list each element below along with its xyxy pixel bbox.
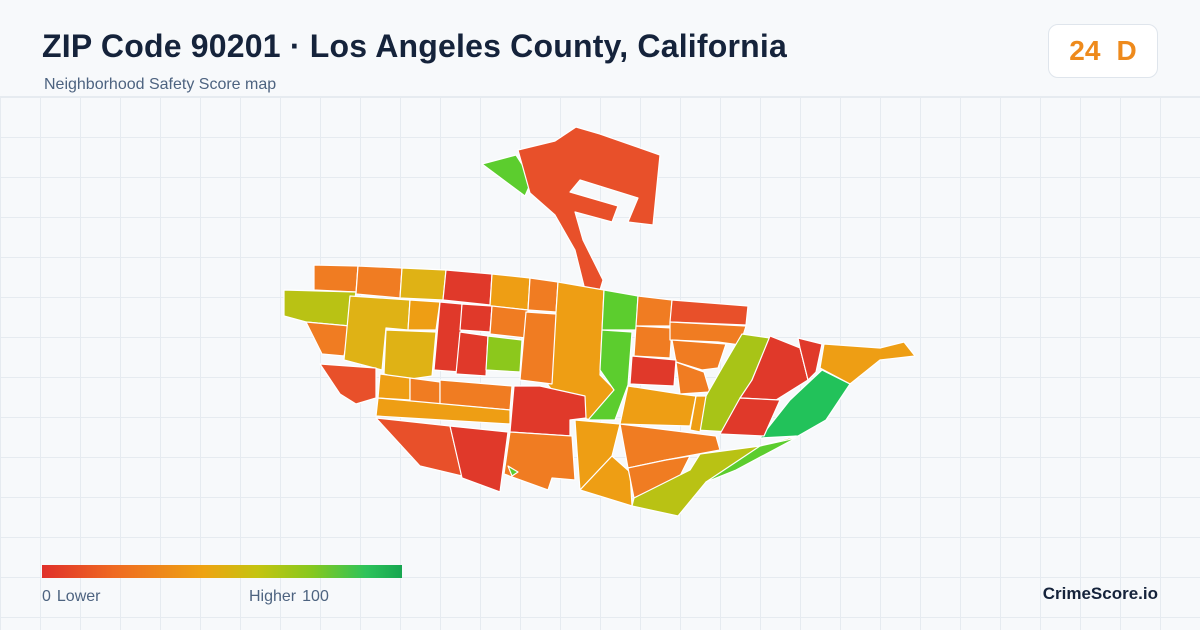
- region-amber-right-2[interactable]: [689, 395, 707, 433]
- region-red-east-1[interactable]: [629, 355, 677, 387]
- region-amber-small[interactable]: [407, 299, 441, 331]
- map-legend: 0 Lower Higher 100: [42, 565, 402, 610]
- region-top-red-2[interactable]: [669, 299, 749, 326]
- region-red-center[interactable]: [509, 385, 587, 437]
- region-top-orange-2[interactable]: [527, 277, 559, 313]
- region-lime-strip-top[interactable]: [601, 289, 639, 331]
- legend-max-label: Higher: [249, 588, 297, 605]
- page-subtitle: Neighborhood Safety Score map: [44, 76, 277, 93]
- region-amber-mid-1[interactable]: [377, 373, 411, 401]
- score-grade: D: [1116, 35, 1137, 66]
- region-nw-orange[interactable]: [313, 264, 359, 293]
- region-orange-east-2[interactable]: [669, 321, 747, 346]
- region-red-east-3[interactable]: [797, 337, 823, 381]
- region-lime-south-strip[interactable]: [705, 437, 797, 483]
- region-orange-mid-1[interactable]: [409, 377, 441, 405]
- region-amber-east-tail[interactable]: [819, 341, 916, 385]
- region-red-south[interactable]: [449, 425, 509, 493]
- region-top-red-1[interactable]: [442, 269, 493, 306]
- header-bar: ZIP Code 90201 · Los Angeles County, Cal…: [0, 0, 1200, 97]
- brand-logo-text[interactable]: CrimeScore.io: [1042, 584, 1158, 603]
- region-green-east[interactable]: [759, 369, 851, 439]
- region-red-block-2[interactable]: [455, 331, 489, 377]
- region-orange-west[interactable]: [305, 321, 351, 357]
- region-orange-south-3[interactable]: [627, 455, 691, 499]
- region-lime-south-tiny[interactable]: [507, 465, 519, 477]
- region-nw-olive[interactable]: [283, 289, 357, 327]
- region-amber-mid-2[interactable]: [375, 397, 511, 425]
- region-lime-strip-bottom[interactable]: [587, 329, 633, 421]
- legend-gradient-bar: [42, 565, 402, 578]
- region-red-sw[interactable]: [375, 417, 463, 477]
- region-orange-east-1[interactable]: [633, 325, 673, 359]
- legend-min-label: Lower: [56, 588, 101, 605]
- region-orange-south-1[interactable]: [503, 431, 576, 491]
- score-value: 24: [1069, 35, 1101, 66]
- region-north-main[interactable]: [517, 126, 661, 291]
- region-orange-south-2[interactable]: [619, 423, 721, 469]
- page-title: ZIP Code 90201 · Los Angeles County, Cal…: [42, 28, 787, 64]
- region-lime-block[interactable]: [485, 335, 523, 373]
- legend-min-value: 0: [42, 588, 51, 605]
- safety-score-badge: 24 D: [1048, 24, 1158, 78]
- region-orange-east-3[interactable]: [671, 339, 727, 371]
- region-red-east-4[interactable]: [719, 397, 781, 437]
- region-red-block-1[interactable]: [459, 303, 493, 333]
- region-red-west-corner[interactable]: [319, 363, 377, 405]
- region-top-orange-1[interactable]: [355, 265, 403, 299]
- region-gold-center-west[interactable]: [383, 329, 437, 381]
- region-top-gold-1[interactable]: [399, 267, 447, 301]
- region-top-amber-1[interactable]: [489, 273, 531, 311]
- legend-max-value: 100: [302, 588, 329, 605]
- region-orange-block-2[interactable]: [519, 311, 557, 385]
- region-orange-block-1[interactable]: [489, 305, 529, 339]
- region-top-orange-3[interactable]: [635, 295, 673, 327]
